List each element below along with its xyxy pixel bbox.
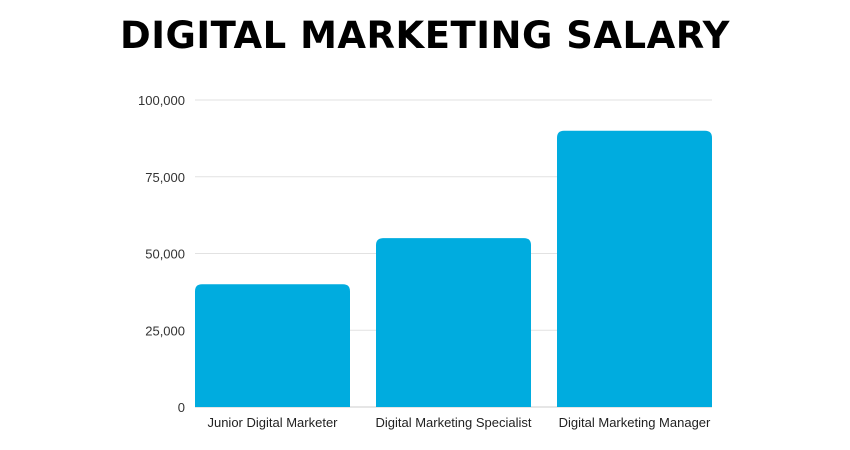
x-category-label: Digital Marketing Specialist <box>375 415 531 430</box>
x-category-label: Digital Marketing Manager <box>559 415 711 430</box>
y-tick-label: 0 <box>178 400 185 415</box>
y-axis-ticks: 0 25,000 50,000 75,000 100,000 <box>138 93 185 415</box>
y-tick-label: 100,000 <box>138 93 185 108</box>
y-tick-label: 25,000 <box>145 323 185 338</box>
bars <box>195 130 712 407</box>
bar <box>195 284 350 407</box>
x-category-label: Junior Digital Marketer <box>207 415 338 430</box>
y-tick-label: 75,000 <box>145 170 185 185</box>
bar <box>376 238 531 407</box>
y-tick-label: 50,000 <box>145 247 185 262</box>
bar <box>557 130 712 407</box>
x-axis-labels: Junior Digital Marketer Digital Marketing… <box>207 415 711 430</box>
chart-title: DIGITAL MARKETING SALARY <box>120 14 730 57</box>
